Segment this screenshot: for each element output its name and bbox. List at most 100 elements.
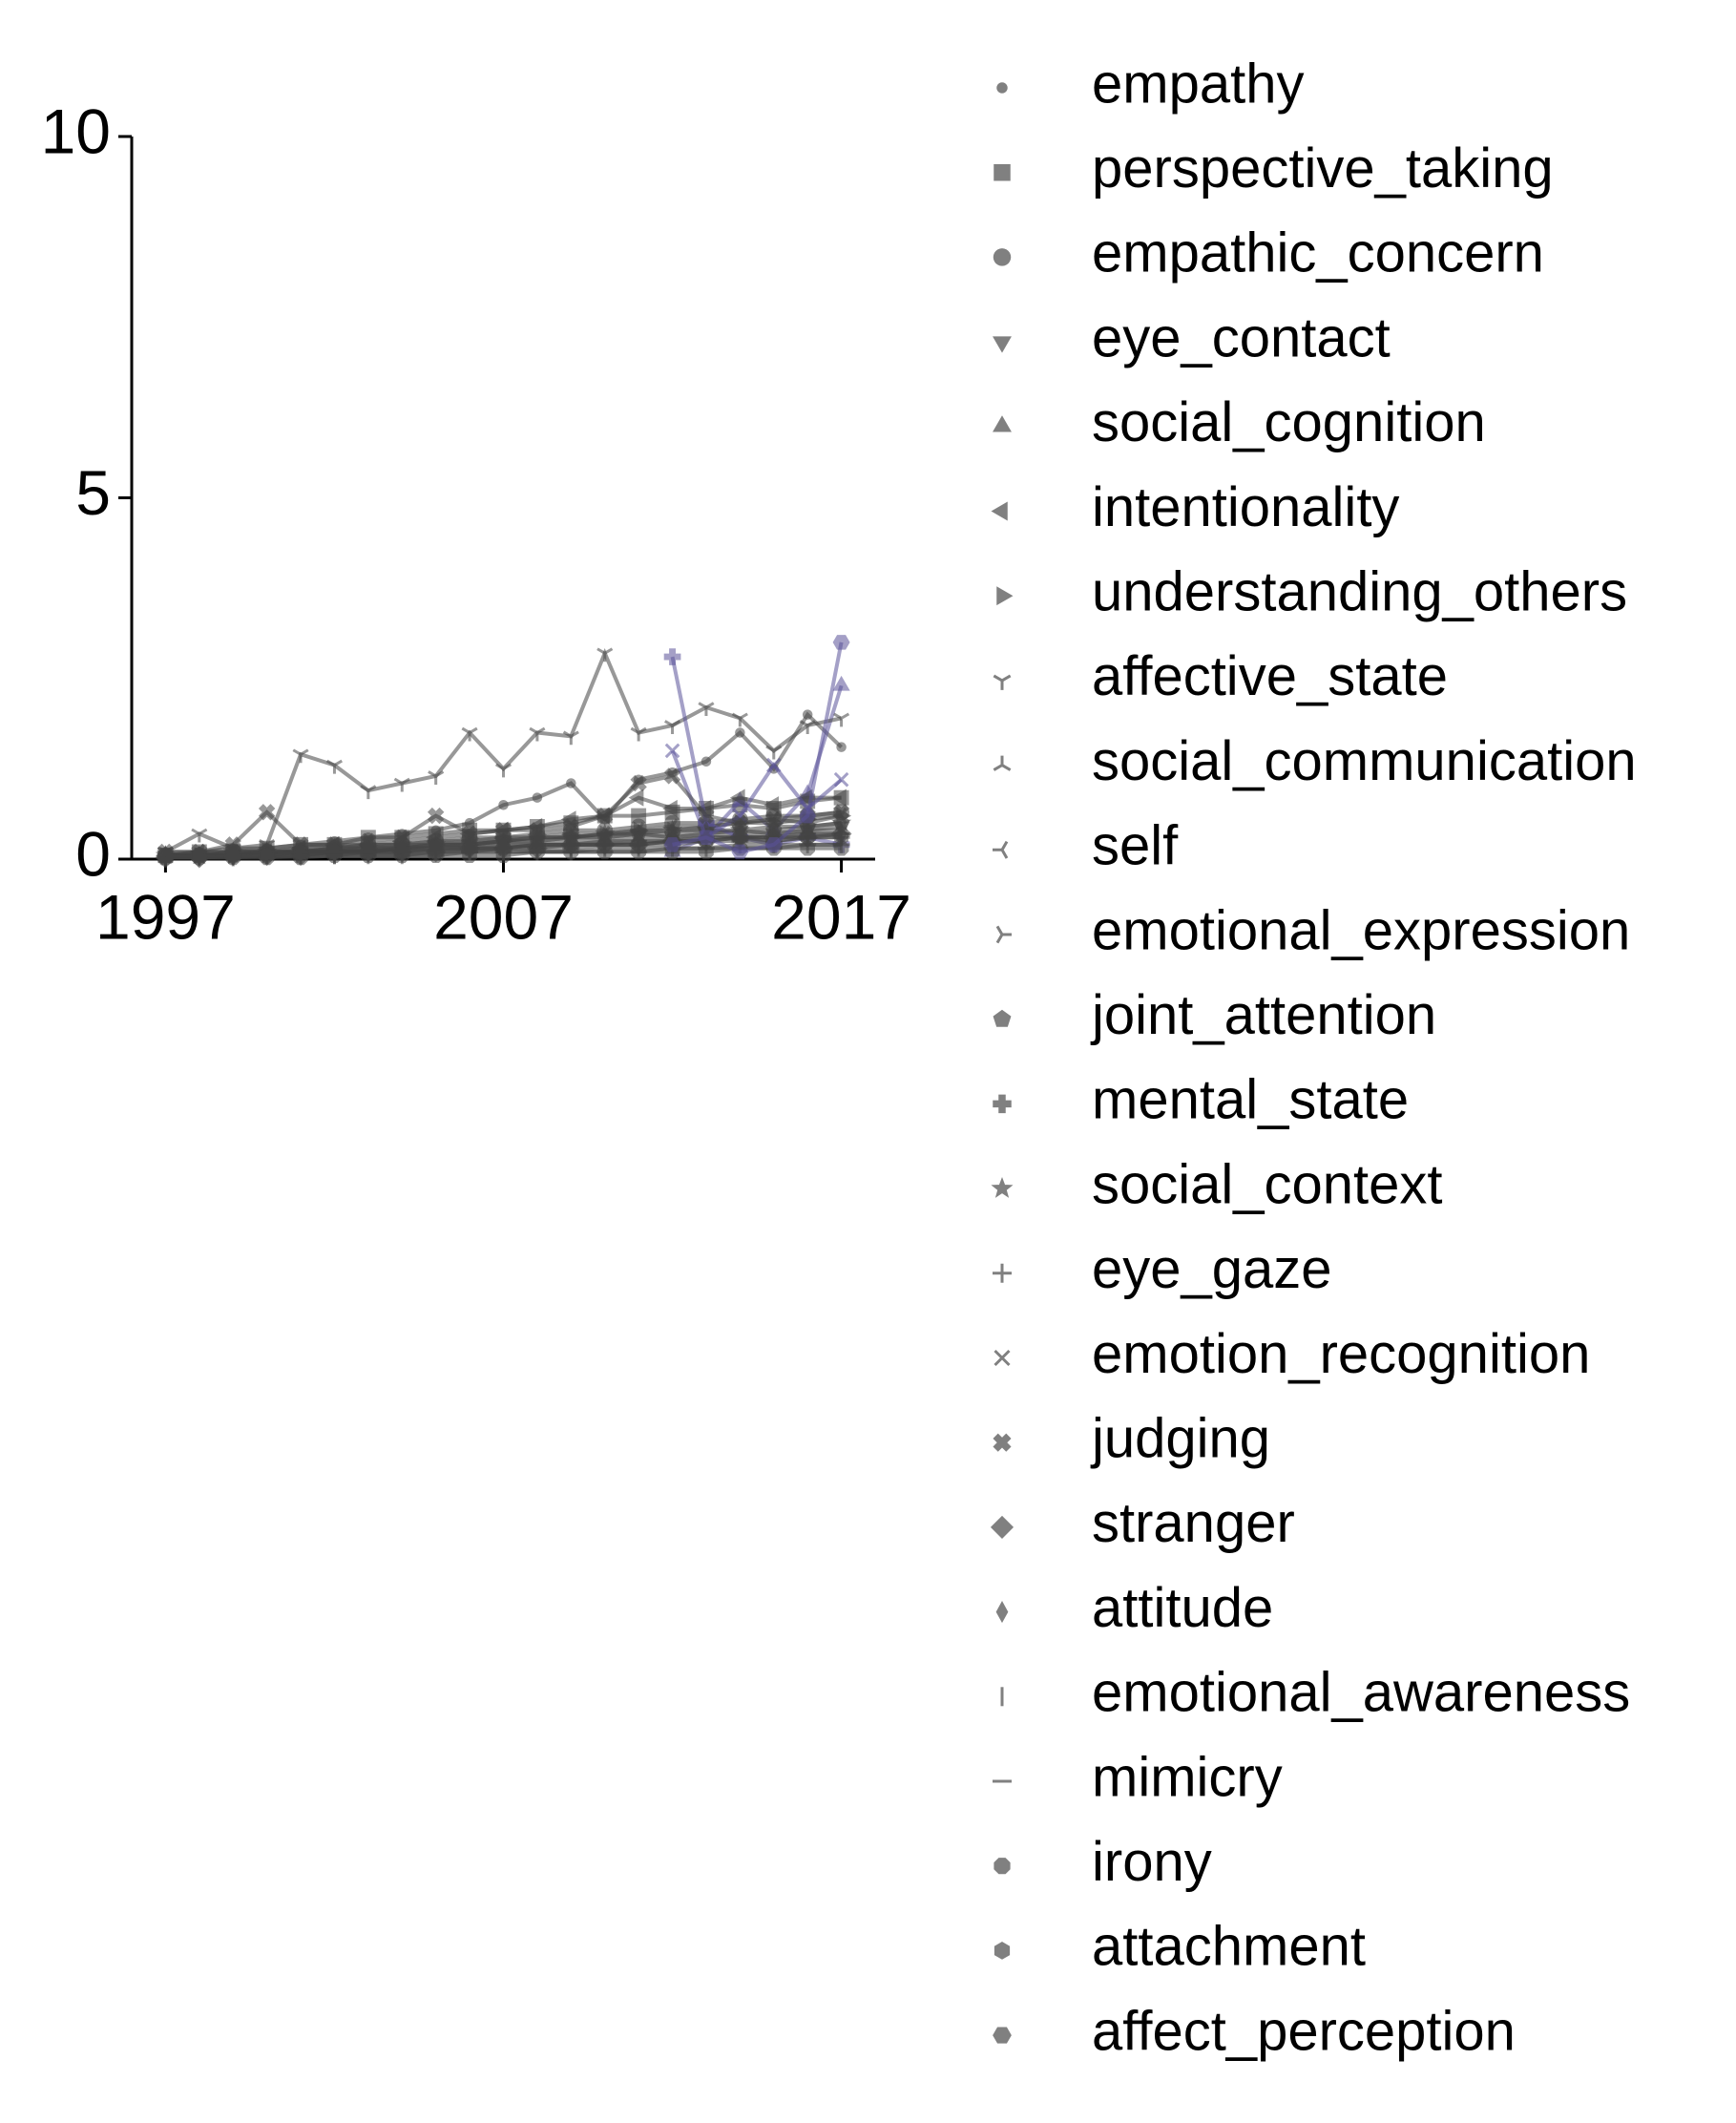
data-point — [732, 829, 747, 846]
legend-marker — [993, 336, 1012, 353]
legend-marker — [993, 1094, 1012, 1114]
data-point — [630, 774, 647, 792]
data-point — [327, 843, 342, 860]
data-point — [701, 756, 712, 767]
legend-label: irony — [1092, 1831, 1212, 1893]
legend-label: eye_contact — [1092, 306, 1391, 368]
legend-label: understanding_others — [1092, 561, 1627, 623]
data-point — [731, 844, 749, 860]
data-point — [836, 742, 847, 752]
data-point — [428, 770, 445, 785]
data-point — [361, 843, 376, 860]
data-point — [532, 792, 543, 803]
legend-marker — [993, 1942, 1011, 1960]
data-point — [461, 726, 478, 742]
data-point — [764, 837, 783, 852]
data-point — [800, 829, 815, 846]
legend-marker — [993, 415, 1012, 432]
y-tick-label: 5 — [75, 457, 111, 528]
data-point — [498, 799, 509, 810]
data-point — [562, 730, 579, 746]
data-point — [833, 771, 849, 788]
data-point — [699, 844, 714, 860]
data-point — [628, 788, 644, 807]
legend-marker — [993, 1858, 1011, 1875]
data-point — [429, 840, 444, 857]
data-point — [763, 796, 780, 814]
data-point — [325, 759, 343, 774]
data-point — [664, 743, 680, 759]
data-point — [765, 810, 783, 829]
data-point — [765, 757, 782, 773]
legend-marker — [993, 2027, 1012, 2044]
data-point — [799, 720, 816, 734]
legend-label: mental_state — [1092, 1069, 1409, 1131]
data-point — [765, 745, 783, 760]
data-point — [494, 763, 512, 778]
data-point — [832, 635, 850, 650]
data-point — [697, 830, 715, 846]
data-point — [630, 726, 647, 742]
data-point — [192, 847, 207, 864]
legend-label: judging — [1090, 1408, 1270, 1470]
x-tick-label: 2017 — [771, 881, 911, 952]
legend-label: self — [1092, 815, 1179, 877]
legend-label: attachment — [1092, 1916, 1366, 1978]
data-point — [461, 825, 478, 843]
legend-marker — [996, 586, 1014, 606]
data-point — [802, 709, 813, 720]
data-point — [731, 814, 749, 831]
legend-marker — [993, 163, 1011, 181]
data-point — [663, 648, 681, 665]
data-point — [566, 778, 576, 788]
data-point — [833, 840, 849, 856]
data-point — [663, 767, 681, 785]
data-point — [360, 785, 377, 800]
data-point — [698, 702, 715, 717]
data-point — [494, 822, 512, 839]
data-point — [662, 799, 678, 818]
data-point — [631, 836, 646, 853]
y-tick-label: 10 — [41, 95, 111, 166]
legend-label: empathy — [1092, 53, 1304, 115]
data-point — [260, 847, 275, 864]
data-point — [596, 807, 614, 825]
data-point — [427, 807, 445, 825]
legend-label: empathic_concern — [1092, 222, 1544, 284]
data-point — [596, 647, 614, 662]
legend-marker — [991, 501, 1008, 521]
data-point — [832, 675, 850, 691]
data-point — [225, 847, 241, 864]
legend-marker — [993, 1433, 1012, 1452]
data-point — [529, 726, 546, 742]
legend-label: eye_gaze — [1092, 1238, 1332, 1300]
data-point — [664, 720, 681, 734]
data-point — [191, 828, 208, 843]
y-tick-label: 0 — [75, 818, 111, 889]
data-point — [530, 836, 545, 853]
data-point — [496, 840, 511, 857]
legend-marker — [993, 674, 1012, 690]
legend-label: attitude — [1092, 1577, 1273, 1639]
data-point — [529, 822, 546, 839]
legend-marker — [991, 1176, 1014, 1198]
legend-label: emotion_recognition — [1092, 1323, 1590, 1385]
data-point — [831, 788, 847, 807]
legend-marker — [993, 1263, 1012, 1283]
legend-marker — [995, 1601, 1009, 1624]
legend-label: mimicry — [1092, 1746, 1283, 1808]
x-tick-label: 2007 — [433, 881, 574, 952]
legend-marker — [993, 248, 1012, 266]
data-point — [258, 804, 276, 821]
data-point — [729, 788, 745, 807]
data-point — [158, 847, 173, 864]
data-point — [293, 843, 308, 860]
data-point — [834, 829, 848, 846]
data-point — [292, 748, 309, 764]
data-point — [731, 712, 748, 727]
legend-marker — [993, 840, 1009, 859]
data-point — [562, 818, 580, 835]
legend-marker — [993, 1349, 1011, 1367]
